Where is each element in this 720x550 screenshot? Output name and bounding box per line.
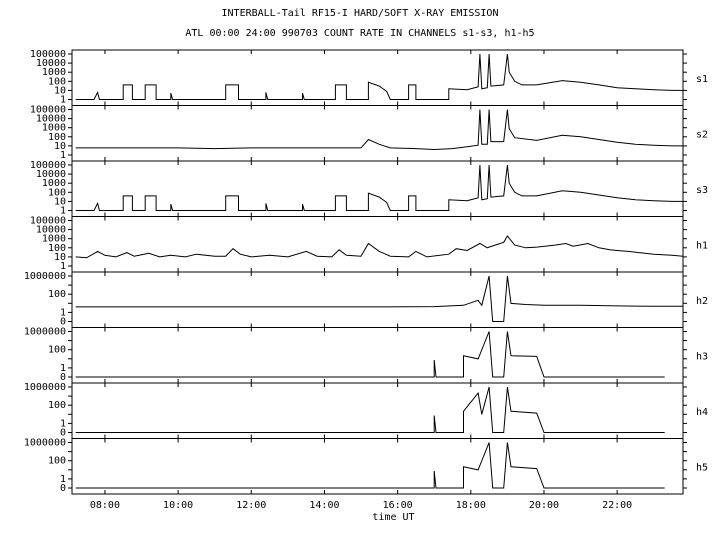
y-tick-label-h2: 1000000 — [24, 271, 66, 282]
series-line-h2 — [75, 275, 683, 322]
y-tick-label-s1: 10000 — [36, 58, 66, 69]
y-tick-label-h4: 1 — [60, 418, 66, 429]
x-tick-label: 22:00 — [602, 500, 632, 511]
y-tick-label-s3: 100 — [48, 187, 66, 198]
y-tick-label-s1: 10 — [54, 85, 66, 96]
x-tick-label: 12:00 — [236, 500, 266, 511]
series-line-h4 — [75, 386, 665, 433]
panel-label-h2: h2 — [696, 296, 708, 307]
series-line-h5 — [75, 442, 665, 489]
y-tick-label-s2: 1 — [60, 150, 66, 161]
panel-frame-s1 — [71, 49, 684, 106]
y-tick-label-s3: 100000 — [30, 160, 66, 171]
series-line-h1 — [75, 235, 684, 259]
y-tick-label-h5: 100 — [48, 456, 66, 467]
y-tick-label-h3: 0 — [60, 372, 66, 383]
x-tick-label: 08:00 — [90, 500, 120, 511]
y-tick-label-h1: 1 — [60, 261, 66, 272]
panel-frame-h1 — [71, 216, 684, 273]
y-tick-label-s3: 10 — [54, 196, 66, 207]
series-line-s1 — [75, 53, 683, 100]
y-tick-label-h4: 1000000 — [24, 382, 66, 393]
x-axis-label: time UT — [372, 512, 414, 523]
y-tick-label-s3: 10000 — [36, 169, 66, 180]
y-tick-label-s3: 1000 — [42, 178, 66, 189]
y-tick-label-s2: 10 — [54, 141, 66, 152]
y-tick-label-h3: 100 — [48, 345, 66, 356]
series-line-s2 — [75, 109, 683, 151]
y-tick-label-s1: 100000 — [30, 49, 66, 60]
y-tick-label-h4: 100 — [48, 400, 66, 411]
panel-label-h1: h1 — [696, 240, 708, 251]
panel-frame-h4 — [71, 382, 684, 439]
x-tick-label: 16:00 — [383, 500, 413, 511]
x-tick-label: 14:00 — [309, 500, 339, 511]
y-tick-label-h5: 1000000 — [24, 438, 66, 449]
panel-frame-h5 — [71, 438, 684, 495]
series-line-s3 — [75, 164, 683, 211]
y-tick-label-h1: 10000 — [36, 225, 66, 236]
y-tick-label-h2: 1 — [60, 307, 66, 318]
y-tick-label-s2: 1000 — [42, 123, 66, 134]
series-line-h3 — [75, 331, 665, 378]
panel-label-s3: s3 — [696, 185, 708, 196]
y-tick-label-h1: 100 — [48, 243, 66, 254]
panel-frame-h2 — [71, 271, 684, 328]
y-tick-label-s1: 1000 — [42, 67, 66, 78]
y-tick-label-h1: 10 — [54, 252, 66, 263]
y-tick-label-h5: 0 — [60, 483, 66, 494]
panel-label-s2: s2 — [696, 129, 708, 140]
panel-frame-h3 — [71, 327, 684, 384]
y-tick-label-h4: 0 — [60, 428, 66, 439]
y-tick-label-h3: 1 — [60, 363, 66, 374]
y-tick-label-h3: 1000000 — [24, 327, 66, 338]
y-tick-label-s2: 100000 — [30, 105, 66, 116]
x-tick-label: 20:00 — [529, 500, 559, 511]
y-tick-label-h5: 1 — [60, 474, 66, 485]
y-tick-label-h2: 0 — [60, 317, 66, 328]
y-tick-label-s1: 100 — [48, 76, 66, 87]
y-tick-label-h2: 100 — [48, 289, 66, 300]
panel-label-h5: h5 — [696, 462, 708, 473]
y-tick-label-s3: 1 — [60, 206, 66, 217]
panel-label-s1: s1 — [696, 74, 708, 85]
x-tick-label: 18:00 — [456, 500, 486, 511]
chart-title: INTERBALL-Tail RF15-I HARD/SOFT X-RAY EM… — [221, 8, 499, 19]
x-tick-label: 10:00 — [163, 500, 193, 511]
panel-label-h3: h3 — [696, 351, 708, 362]
panel-frame-s2 — [71, 105, 684, 162]
panel-frame-s3 — [71, 160, 684, 217]
y-tick-label-s2: 100 — [48, 132, 66, 143]
y-tick-label-h1: 1000 — [42, 234, 66, 245]
chart-subtitle: ATL 00:00 24:00 990703 COUNT RATE IN CHA… — [185, 28, 535, 39]
panel-label-h4: h4 — [696, 407, 708, 418]
y-tick-label-s1: 1 — [60, 95, 66, 106]
y-tick-label-h1: 100000 — [30, 216, 66, 227]
y-tick-label-s2: 10000 — [36, 114, 66, 125]
